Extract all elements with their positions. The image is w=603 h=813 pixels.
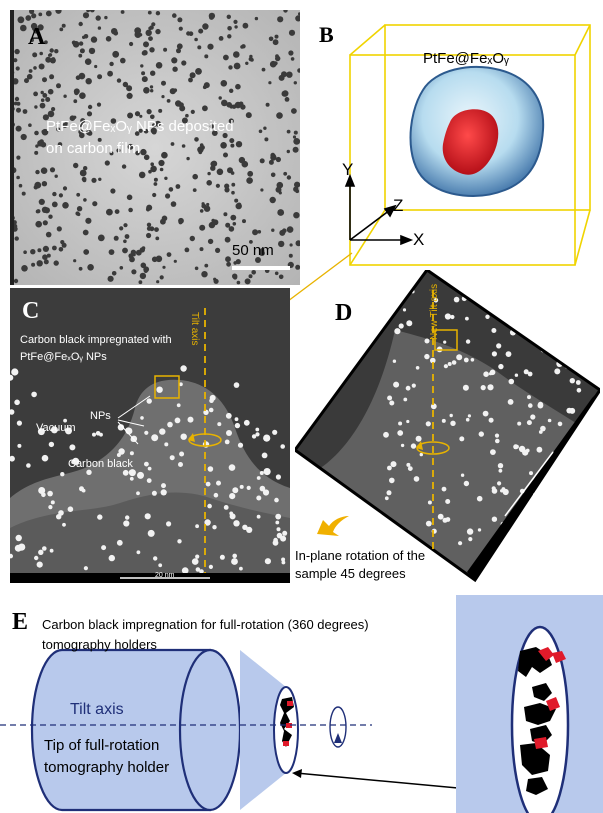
rotation-caption-1: In-plane rotation of the [295, 548, 426, 563]
carbon-black-label: Carbon black [68, 458, 133, 470]
stem-image-d [295, 270, 600, 583]
nps-label: NPs [90, 410, 111, 422]
panel-b-title: PtFe@FeₓOᵧ [423, 50, 509, 67]
panel-c-scale-label: 20 nm [155, 572, 175, 579]
axis-x-label: X [413, 230, 425, 249]
vacuum-label: Vacuum [36, 422, 76, 434]
panel-b-label: B [319, 22, 334, 47]
axis-z-label: Z [393, 196, 404, 215]
axis-y-label: Y [342, 160, 354, 179]
panel-c-label: C [22, 298, 40, 324]
panel-d-tilt-axis-label: New Tilt axis [429, 283, 440, 340]
panel-a-scale-bar [232, 266, 290, 270]
panel-c-caption-1: Carbon black impregnated with [20, 334, 172, 346]
panel-c: C Carbon black impregnated with PtFe@Feₓ… [10, 288, 290, 583]
tem-image-a [10, 10, 300, 285]
panel-a: A PtFe@FeₓOᵧ NPs deposited on carbon fil… [10, 10, 300, 285]
reconstruction-box [344, 24, 591, 266]
panel-e-title-1: Carbon black impregnation for full-rotat… [42, 617, 369, 632]
panel-e-label: E [12, 609, 29, 635]
holder-tip-label-2: tomography holder [44, 759, 170, 776]
panel-c-caption-2: PtFe@FeₓOᵧ NPs [20, 351, 107, 363]
panel-a-scale-label: 50 nm [232, 242, 274, 259]
holder-schematic [0, 595, 603, 813]
panel-d-label: D [335, 300, 353, 326]
panel-b: B PtFe@FeₓOᵧ Y Z X [305, 10, 595, 270]
core-particle [442, 109, 499, 175]
panel-d: D New Tilt axis 20 nm In-plane rotation … [295, 270, 600, 585]
panel-e: E Carbon black impregnation for full-rot… [0, 595, 603, 813]
panel-c-tilt-axis-label: Tilt axis [189, 312, 200, 346]
rotation-arrow-icon [317, 516, 349, 536]
panel-a-caption-2: on carbon film [46, 140, 141, 157]
rotation-caption-2: sample 45 degrees [295, 566, 406, 581]
panel-a-label: A [28, 24, 46, 50]
panel-e-tilt-axis-label: Tilt axis [70, 701, 124, 718]
holder-tip-label-1: Tip of full-rotation [44, 737, 160, 754]
panel-e-title-2: tomography holders [42, 637, 157, 652]
stem-image-c [10, 288, 290, 583]
nanoparticle-dots-a [10, 10, 300, 285]
panel-a-caption-1: PtFe@FeₓOᵧ NPs deposited [46, 118, 234, 135]
